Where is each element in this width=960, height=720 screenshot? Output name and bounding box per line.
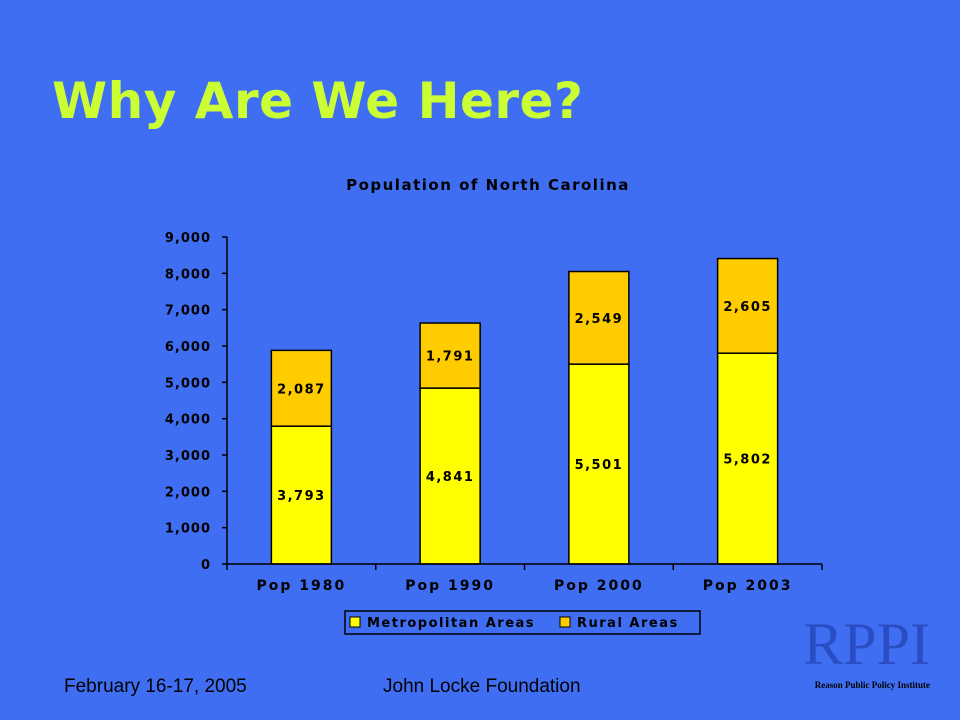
data-label: 5,501 <box>575 458 624 473</box>
footer-date: February 16-17, 2005 <box>64 676 247 697</box>
data-label: 2,549 <box>575 312 624 327</box>
legend-label: Metropolitan Areas <box>367 616 535 631</box>
rppi-logo: RPPI Reason Public Policy Institute <box>770 614 930 690</box>
data-label: 2,605 <box>723 300 772 315</box>
slide-title: Why Are We Here? <box>52 72 584 130</box>
data-label: 2,087 <box>277 382 326 397</box>
y-tick-label: 4,000 <box>165 413 211 428</box>
x-tick-label: Pop 1980 <box>257 578 347 594</box>
y-tick-label: 1,000 <box>165 522 211 537</box>
data-label: 3,793 <box>277 489 326 504</box>
y-tick-label: 9,000 <box>165 231 211 246</box>
x-tick-label: Pop 1990 <box>405 578 495 594</box>
bar-segment-rural <box>568 270 630 365</box>
legend-swatch <box>559 616 571 628</box>
data-label: 5,802 <box>723 453 772 468</box>
bar-segment-metropolitan <box>270 425 333 565</box>
y-tick-label: 2,000 <box>165 485 211 500</box>
logo-mark: RPPI <box>803 611 930 677</box>
x-axis: Pop 1980 Pop 1990 Pop 2000 Pop 2003 <box>226 563 823 594</box>
bar-segment-rural <box>716 257 779 354</box>
data-label: 4,841 <box>426 470 475 485</box>
y-tick-label: 7,000 <box>165 304 211 319</box>
bar-segment-rural <box>419 322 481 389</box>
bar-segment-metropolitan <box>568 363 630 565</box>
legend-swatch <box>349 616 361 628</box>
y-tick-label: 8,000 <box>165 267 211 282</box>
y-tick-label: 0 <box>201 558 211 573</box>
x-tick-label: Pop 2000 <box>554 578 644 594</box>
footer-organization: John Locke Foundation <box>383 676 581 697</box>
y-tick-label: 3,000 <box>165 449 211 464</box>
legend: Metropolitan Areas Rural Areas <box>344 610 701 635</box>
x-tick-label: Pop 2003 <box>703 578 793 594</box>
bars: 3,793 2,087 4,841 1,791 5,501 2,549 5,802 2,605 <box>270 257 779 565</box>
y-tick-label: 5,000 <box>165 376 211 391</box>
legend-box <box>344 610 701 635</box>
y-axis: 0 1,000 2,000 3,000 4,000 5,000 6,000 7,000 8,00… <box>165 231 228 573</box>
bar-segment-metropolitan <box>716 352 779 565</box>
legend-label: Rural Areas <box>577 616 679 631</box>
bar-segment-rural <box>270 349 333 427</box>
y-tick-label: 6,000 <box>165 340 211 355</box>
data-label: 1,791 <box>426 350 475 365</box>
logo-caption: Reason Public Policy Institute <box>814 680 930 690</box>
chart-title: Population of North Carolina <box>346 176 630 194</box>
